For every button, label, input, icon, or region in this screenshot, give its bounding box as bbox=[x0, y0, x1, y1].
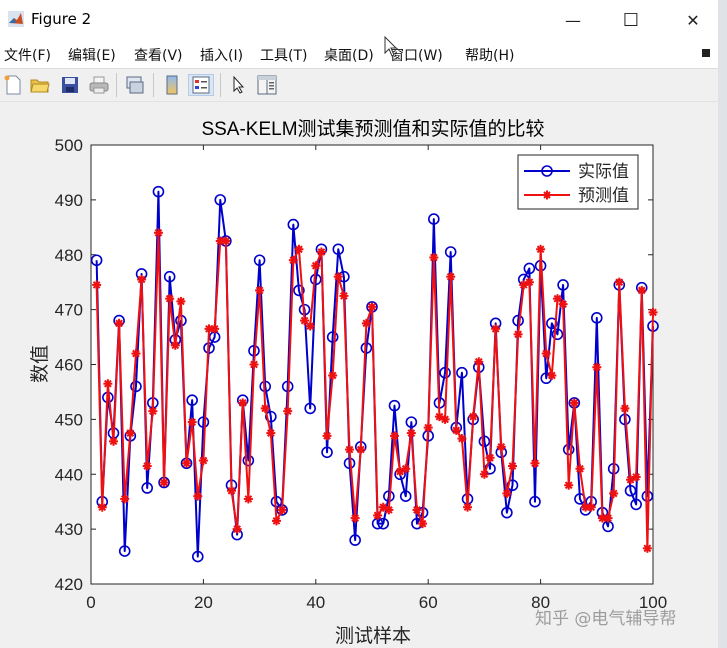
window-edge bbox=[718, 0, 727, 648]
y-tick-label: 430 bbox=[55, 520, 83, 539]
watermark: 知乎 @电气辅导帮 bbox=[535, 609, 677, 629]
legend-icon bbox=[192, 76, 210, 94]
dock-figure-icon[interactable] bbox=[702, 49, 710, 57]
print-button[interactable] bbox=[88, 74, 110, 96]
chart-title: SSA-KELM测试集预测值和实际值的比较 bbox=[201, 118, 544, 140]
save-button[interactable] bbox=[59, 74, 81, 96]
menu-tools[interactable]: 工具(T) bbox=[260, 48, 308, 64]
legend-item-predicted[interactable]: 预测值 bbox=[524, 186, 629, 205]
minimize-button[interactable]: — bbox=[550, 6, 596, 34]
legend-label: 预测值 bbox=[578, 186, 629, 205]
figure-toolbar bbox=[0, 69, 718, 102]
property-inspector-icon bbox=[257, 75, 277, 95]
y-tick-label: 470 bbox=[55, 301, 83, 320]
menu-help[interactable]: 帮助(H) bbox=[465, 48, 515, 64]
y-tick-label: 420 bbox=[55, 575, 83, 594]
colorbar-button[interactable] bbox=[161, 74, 183, 96]
y-tick-label: 460 bbox=[55, 356, 83, 375]
maximize-icon: ☐ bbox=[622, 9, 640, 31]
property-inspector-button[interactable] bbox=[256, 74, 278, 96]
minimize-icon: — bbox=[565, 10, 581, 30]
x-axis-label: 测试样本 bbox=[335, 625, 411, 647]
legend-item-actual[interactable]: 实际值 bbox=[524, 162, 629, 181]
x-tick-label: 40 bbox=[306, 593, 325, 612]
legend-label: 实际值 bbox=[578, 162, 629, 181]
open-file-button[interactable] bbox=[29, 74, 51, 96]
title-bar[interactable]: Figure 2 — ☐ ✕ bbox=[0, 0, 718, 38]
x-tick-label: 60 bbox=[419, 593, 438, 612]
maximize-button[interactable]: ☐ bbox=[608, 6, 654, 34]
save-icon bbox=[62, 77, 78, 93]
figure-axes[interactable]: SSA-KELM测试集预测值和实际值的比较 0 20 40 60 80 100 420 430… bbox=[0, 102, 718, 648]
axis-ticks: 0 20 40 60 80 100 420 430 440 450 460 470 480 490 500 bbox=[55, 136, 668, 612]
colorbar-icon bbox=[166, 75, 178, 95]
edit-plot-button[interactable] bbox=[228, 74, 250, 96]
matlab-logo-icon bbox=[8, 11, 24, 27]
link-plot-icon bbox=[126, 76, 144, 94]
new-figure-icon bbox=[4, 75, 21, 95]
legend-button[interactable] bbox=[188, 74, 214, 96]
x-tick-label: 80 bbox=[531, 593, 550, 612]
edit-plot-pointer-icon bbox=[233, 76, 245, 94]
window-title: Figure 2 bbox=[31, 10, 92, 28]
y-tick-label: 440 bbox=[55, 465, 83, 484]
data-series bbox=[90, 185, 659, 563]
toolbar-separator bbox=[220, 73, 221, 97]
menu-window[interactable]: 窗口(W) bbox=[390, 48, 443, 64]
star-marker-icon bbox=[542, 190, 552, 200]
new-figure-button[interactable] bbox=[2, 74, 24, 96]
mouse-cursor-icon bbox=[384, 36, 398, 57]
series-predicted bbox=[92, 228, 658, 553]
y-tick-label: 500 bbox=[55, 136, 83, 155]
circle-marker-icon bbox=[541, 165, 553, 177]
print-icon bbox=[89, 76, 109, 94]
link-plot-button[interactable] bbox=[124, 74, 146, 96]
x-tick-label: 100 bbox=[639, 593, 667, 612]
x-tick-label: 20 bbox=[194, 593, 213, 612]
x-tick-label: 0 bbox=[86, 593, 95, 612]
y-tick-label: 490 bbox=[55, 191, 83, 210]
menu-edit[interactable]: 编辑(E) bbox=[68, 48, 116, 64]
menu-view[interactable]: 查看(V) bbox=[134, 48, 183, 64]
toolbar-separator bbox=[116, 73, 117, 97]
menu-desktop[interactable]: 桌面(D) bbox=[324, 48, 374, 64]
toolbar-separator bbox=[153, 73, 154, 97]
y-tick-label: 450 bbox=[55, 410, 83, 429]
close-icon: ✕ bbox=[686, 10, 700, 30]
y-tick-label: 480 bbox=[55, 246, 83, 265]
plot-area bbox=[90, 144, 654, 585]
menu-file[interactable]: 文件(F) bbox=[4, 48, 51, 64]
menu-bar: 文件(F) 编辑(E) 查看(V) 插入(I) 工具(T) 桌面(D) 窗口(W… bbox=[0, 38, 718, 69]
open-file-icon bbox=[30, 79, 50, 93]
close-button[interactable]: ✕ bbox=[670, 6, 716, 34]
y-axis-label: 数值 bbox=[29, 345, 51, 383]
menu-insert[interactable]: 插入(I) bbox=[200, 48, 244, 64]
